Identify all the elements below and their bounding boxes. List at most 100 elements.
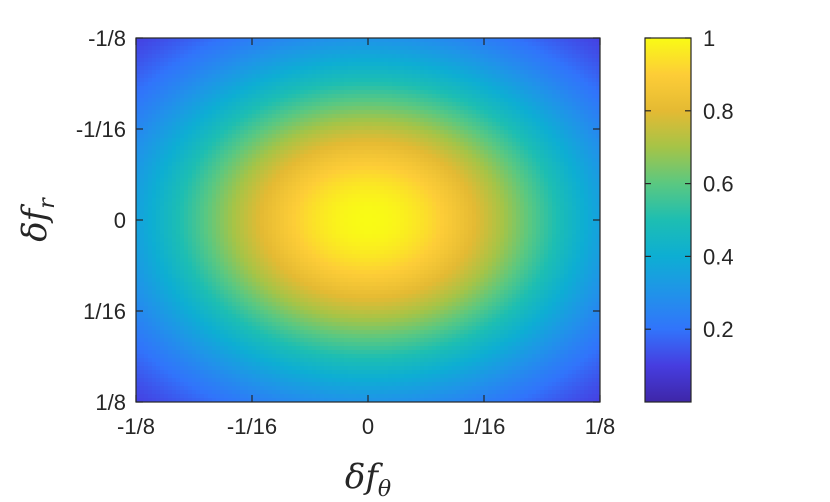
- heatmap-cell: [136, 58, 141, 63]
- heatmap-cell: [292, 94, 297, 99]
- heatmap-cell: [160, 74, 165, 79]
- heatmap-cell: [452, 98, 457, 103]
- heatmap-cell: [524, 178, 529, 183]
- heatmap-cell: [140, 94, 145, 99]
- heatmap-cell: [232, 94, 237, 99]
- heatmap-cell: [184, 206, 189, 211]
- heatmap-cell: [304, 182, 309, 187]
- heatmap-cell: [316, 90, 321, 95]
- heatmap-cell: [556, 206, 561, 211]
- heatmap-cell: [140, 162, 145, 167]
- heatmap-cell: [404, 54, 409, 59]
- heatmap-cell: [496, 138, 501, 143]
- heatmap-cell: [480, 114, 485, 119]
- heatmap-cell: [400, 98, 405, 103]
- heatmap-cell: [564, 130, 569, 135]
- heatmap-cell: [312, 162, 317, 167]
- heatmap-cell: [176, 50, 181, 55]
- heatmap-cell: [336, 74, 341, 79]
- heatmap-cell: [360, 110, 365, 115]
- heatmap-cell: [236, 78, 241, 83]
- heatmap-cell: [464, 122, 469, 127]
- heatmap-cell: [156, 82, 161, 87]
- heatmap-cell: [336, 174, 341, 179]
- heatmap-cell: [588, 110, 593, 115]
- heatmap-cell: [504, 150, 509, 155]
- heatmap-cell: [460, 202, 465, 207]
- heatmap-cell: [208, 130, 213, 135]
- heatmap-cell: [460, 150, 465, 155]
- heatmap-cell: [456, 90, 461, 95]
- heatmap-cell: [340, 142, 345, 147]
- heatmap-cell: [568, 106, 573, 111]
- heatmap-cell: [176, 158, 181, 163]
- heatmap-cell: [468, 206, 473, 211]
- heatmap-cell: [556, 74, 561, 79]
- heatmap-cell: [464, 202, 469, 207]
- heatmap-cell: [188, 206, 193, 211]
- heatmap-cell: [460, 38, 465, 43]
- heatmap-cell: [152, 46, 157, 51]
- heatmap-cell: [564, 190, 569, 195]
- heatmap-cell: [592, 190, 597, 195]
- heatmap-cell: [480, 122, 485, 127]
- heatmap-cell: [220, 38, 225, 43]
- heatmap-cell: [364, 142, 369, 147]
- heatmap-cell: [164, 114, 169, 119]
- heatmap-cell: [228, 94, 233, 99]
- heatmap-cell: [184, 42, 189, 47]
- heatmap-cell: [140, 90, 145, 95]
- heatmap-cell: [580, 82, 585, 87]
- heatmap-cell: [144, 150, 149, 155]
- heatmap-cell: [336, 54, 341, 59]
- heatmap-cell: [592, 46, 597, 51]
- heatmap-cell: [428, 98, 433, 103]
- heatmap-cell: [488, 198, 493, 203]
- heatmap-cell: [148, 166, 153, 171]
- heatmap-cell: [276, 162, 281, 167]
- heatmap-cell: [236, 114, 241, 119]
- heatmap-cell: [340, 86, 345, 91]
- heatmap-cell: [464, 106, 469, 111]
- heatmap-cell: [504, 138, 509, 143]
- heatmap-cell: [400, 86, 405, 91]
- heatmap-cell: [380, 198, 385, 203]
- heatmap-cell: [500, 114, 505, 119]
- heatmap-cell: [468, 134, 473, 139]
- heatmap-cell: [168, 202, 173, 207]
- heatmap-cell: [500, 158, 505, 163]
- heatmap-cell: [500, 90, 505, 95]
- heatmap-cell: [204, 58, 209, 63]
- heatmap-cell: [192, 186, 197, 191]
- heatmap-cell: [140, 206, 145, 211]
- heatmap-cell: [160, 62, 165, 67]
- heatmap-cell: [324, 138, 329, 143]
- heatmap-cell: [244, 86, 249, 91]
- heatmap-cell: [512, 78, 517, 83]
- heatmap-cell: [248, 186, 253, 191]
- heatmap-cell: [432, 190, 437, 195]
- heatmap-cell: [300, 138, 305, 143]
- heatmap-cell: [468, 42, 473, 47]
- heatmap-cell: [328, 202, 333, 207]
- heatmap-cell: [376, 114, 381, 119]
- heatmap-cell: [240, 142, 245, 147]
- heatmap-cell: [328, 162, 333, 167]
- heatmap-cell: [516, 166, 521, 171]
- heatmap-cell: [592, 90, 597, 95]
- heatmap-cell: [592, 126, 597, 131]
- heatmap-cell: [404, 110, 409, 115]
- heatmap-cell: [280, 130, 285, 135]
- heatmap-cell: [152, 134, 157, 139]
- heatmap-cell: [524, 90, 529, 95]
- heatmap-cell: [304, 194, 309, 199]
- heatmap-cell: [372, 46, 377, 51]
- heatmap-cell: [588, 150, 593, 155]
- heatmap-cell: [196, 58, 201, 63]
- heatmap-cell: [576, 86, 581, 91]
- heatmap-cell: [224, 154, 229, 159]
- heatmap-cell: [484, 126, 489, 131]
- heatmap-cell: [308, 198, 313, 203]
- heatmap-cell: [424, 106, 429, 111]
- heatmap-cell: [308, 62, 313, 67]
